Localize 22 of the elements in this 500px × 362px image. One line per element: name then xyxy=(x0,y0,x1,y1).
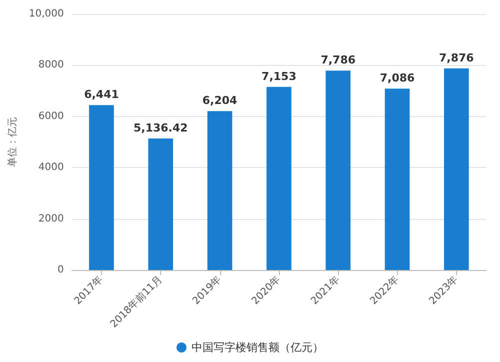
data-label: 5,136.42 xyxy=(133,122,188,135)
bar xyxy=(384,88,410,270)
bar xyxy=(266,86,292,270)
data-label: 7,876 xyxy=(439,51,474,64)
y-tick-label: 10,000 xyxy=(28,8,64,20)
y-tick-label: 2000 xyxy=(38,213,64,224)
data-label: 6,204 xyxy=(202,94,238,108)
data-label: 7,086 xyxy=(380,72,416,85)
data-label: 6,441 xyxy=(84,88,119,102)
legend-label: 中国写字楼销售额（亿元） xyxy=(192,341,324,354)
y-axis-title: 单位：亿元 xyxy=(6,117,18,167)
data-label: 7,786 xyxy=(320,54,356,67)
bar xyxy=(326,70,351,270)
y-tick-label: 0 xyxy=(58,264,64,276)
y-tick-label: 6000 xyxy=(38,110,64,122)
bar xyxy=(444,68,469,270)
bar xyxy=(89,105,114,270)
y-tick-label: 4000 xyxy=(38,162,64,174)
bar xyxy=(207,111,232,270)
data-label: 7,153 xyxy=(262,70,296,83)
y-tick-label: 8000 xyxy=(38,60,64,71)
bar xyxy=(148,138,174,270)
